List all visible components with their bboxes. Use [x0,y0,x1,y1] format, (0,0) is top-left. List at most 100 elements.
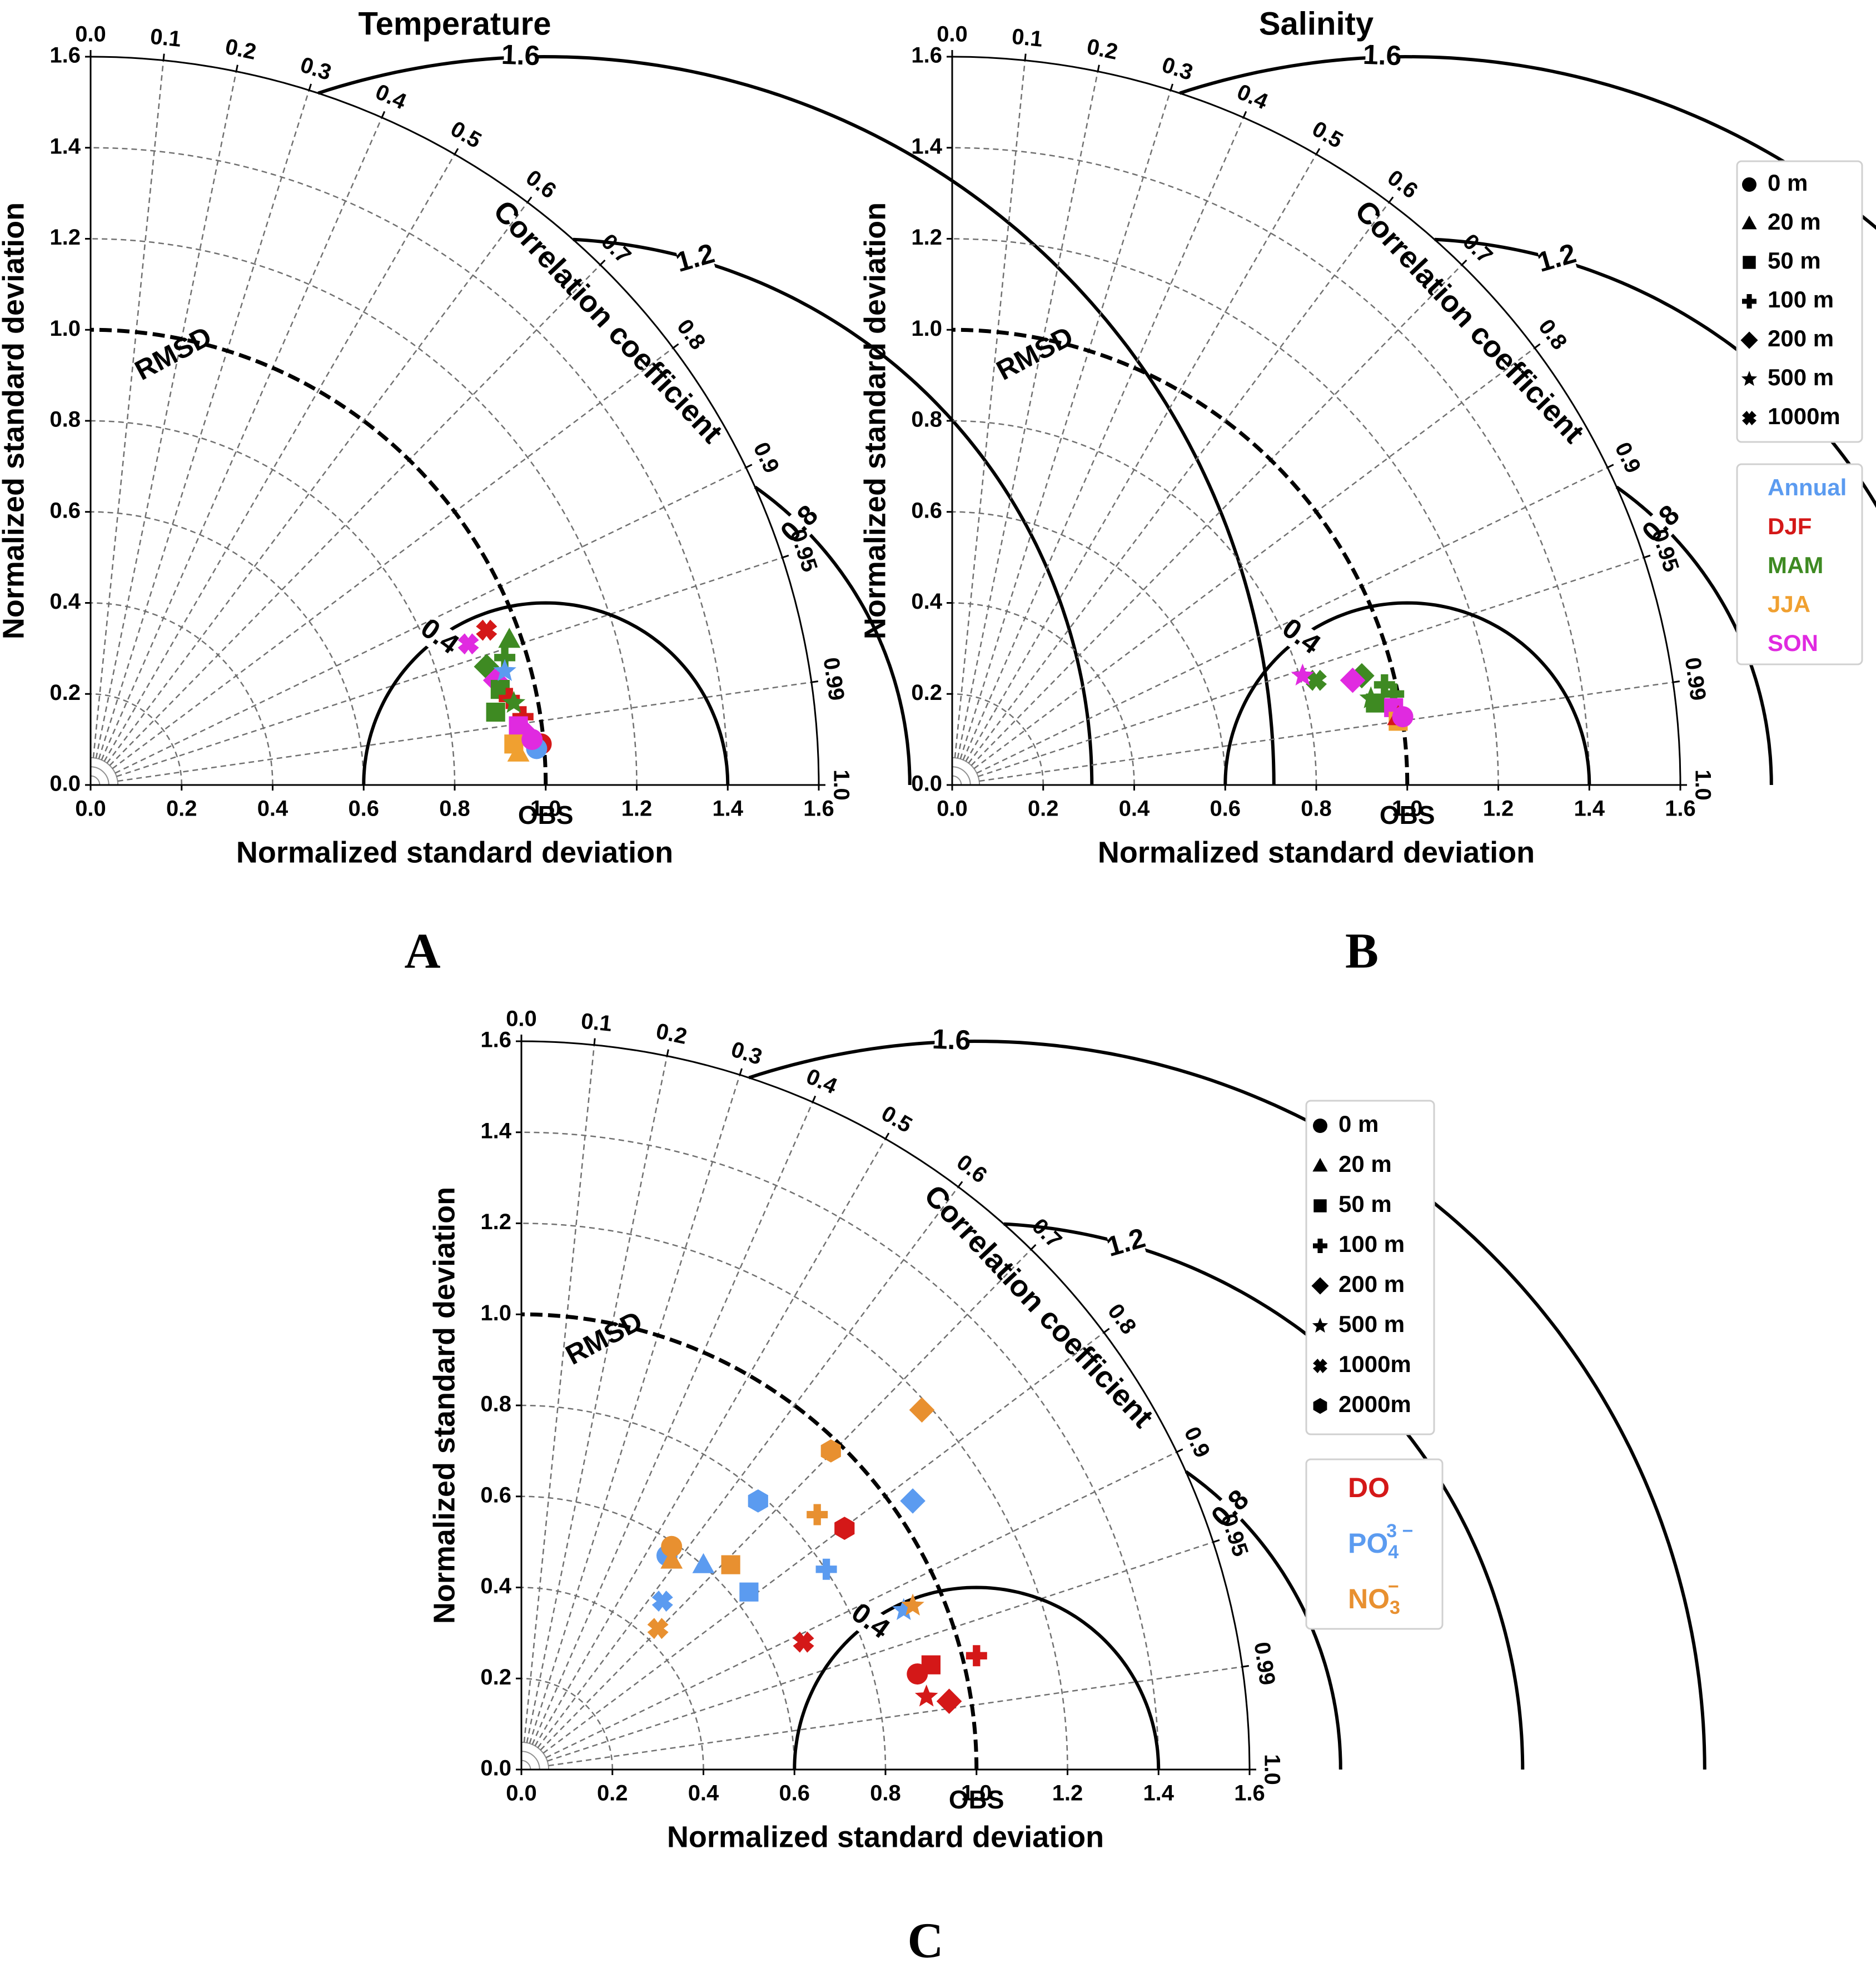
rmsd-axis-label: RMSD [991,320,1078,386]
corr-tick-label: 0.0 [506,1007,537,1031]
data-point-x [647,1618,669,1639]
legend-depth-label: 20 m [1768,208,1821,235]
legend-depth-label: 200 m [1768,325,1834,351]
x-tick-label: 0.0 [506,1781,537,1806]
y-tick-label: 0.8 [911,407,942,432]
data-point-star [901,1593,924,1616]
y-tick-label: 0.0 [49,772,81,796]
legend-symbol-circle [1313,1119,1327,1133]
corr-tick [739,1068,743,1075]
rmsd-label: 1.6 [1362,39,1402,71]
x-tick-label: 1.2 [621,797,653,821]
std-gridline [90,420,456,786]
corr-tick-label: 0.95 [1216,1510,1253,1559]
corr-gridline [968,202,1390,764]
std-gridline [90,147,729,786]
data-point-circle [521,729,543,751]
corr-tick-label: 0.99 [1680,656,1711,702]
legends: 0 m 20 m 50 m 100 m 200 m 500 m 1000m Annual DJF… [1305,160,1863,1630]
data-point-star [1359,686,1383,709]
data-point-triangle [498,628,521,648]
corr-gridline [973,347,1535,769]
legend-symbol-star [1741,371,1758,386]
outer-arc [90,56,820,786]
taylor-panel-biogeochemistry: 0.40.81.21.6RMSD0.00.00.20.20.40.40.60.6… [427,1007,1706,1853]
corr-gridline [962,117,1245,761]
data-point-triangle [660,1548,683,1569]
panel-letter: B [1345,924,1379,979]
legend-depth-label: 0 m [1768,170,1808,196]
x-tick-label: 0.0 [937,797,968,821]
rmsd-label-bg [1537,241,1578,278]
corr-gridline [954,60,1026,758]
rmsd-label-bg [779,503,823,547]
corr-gridline [112,347,674,769]
legend-variable-label: NO3− [1348,1576,1400,1618]
corr-tick-label: 0.6 [521,165,561,203]
y-tick-label: 0.0 [480,1756,511,1781]
corr-gridline [965,153,1317,762]
corr-tick-label: 0.99 [1250,1641,1280,1687]
rmsd-label: 1.6 [932,1023,971,1056]
y-tick-label: 1.6 [49,43,81,68]
corr-gridline [106,202,528,764]
rmsd-label-bg [934,1027,969,1056]
x-tick-label: 0.6 [1210,797,1241,821]
data-point-triangle [692,1553,715,1573]
panel-title: Salinity [1259,6,1374,42]
rmsd-contour [573,237,1094,786]
x-tick-label: 1.6 [803,797,834,821]
corr-tick-label: 0.8 [1534,315,1572,354]
data-point-diamond [909,1397,935,1423]
depth-legend-ab [1736,160,1863,443]
y-tick-label: 1.4 [49,134,81,158]
corr-tick-label: 0.0 [937,22,968,47]
origin-ring [952,766,971,786]
taylor-panel-salinity: Salinity0.40.81.21.6RMSD0.00.00.20.20.40… [858,6,1876,869]
x-tick-label: 0.2 [1028,797,1059,821]
variable-legend [1305,1458,1444,1630]
corr-tick [1607,464,1614,469]
y-tick-label: 1.4 [911,134,942,158]
corr-tick [599,259,606,266]
legend-symbol-square [1743,256,1756,269]
y-tick-label: 1.0 [480,1301,511,1325]
x-tick-label: 0.0 [75,797,106,821]
corr-tick-label: 0.1 [580,1009,613,1036]
corr-gridline [547,1541,1213,1762]
data-point-plus [815,1558,837,1580]
corr-tick [1242,111,1247,118]
obs-label: OBS [949,1785,1004,1814]
corr-tick [1213,1539,1220,1543]
x-axis-label: Normalized standard deviation [667,1820,1104,1853]
corr-tick [235,64,238,72]
corr-tick-label: 0.1 [149,24,182,52]
corr-gridline [117,681,812,782]
rmsd-label: 1.6 [501,39,540,71]
rmsd-label-bg [503,42,538,72]
std-gridline [952,693,1044,786]
rmsd-label-bg [848,1601,892,1643]
legend-depth-label: 0 m [1338,1111,1379,1137]
y-tick-label: 0.8 [49,407,81,432]
corr-tick-label: 0.2 [1084,34,1119,64]
std-gridline [952,511,1226,786]
y-axis-label: Normalized standard deviation [858,202,892,639]
legend-depth-label: 1000m [1338,1351,1411,1377]
x-tick-label: 0.8 [439,797,470,821]
std-gridline [521,1495,795,1770]
y-tick-label: 0.6 [49,498,81,523]
data-point-diamond [1340,667,1366,693]
season-legend [1736,463,1863,665]
corr-gridline [523,1045,595,1743]
data-point-star [892,1598,915,1621]
corr-gridline [526,1056,668,1743]
std-gridline [90,693,182,786]
data-point-star [493,659,516,681]
corr-tick [593,1038,596,1045]
legend-depth-label: 200 m [1338,1271,1405,1297]
corr-tick [1097,64,1100,72]
data-point-hexagon [748,1489,768,1513]
x-tick-label: 0.4 [257,797,288,821]
data-points [457,619,552,762]
